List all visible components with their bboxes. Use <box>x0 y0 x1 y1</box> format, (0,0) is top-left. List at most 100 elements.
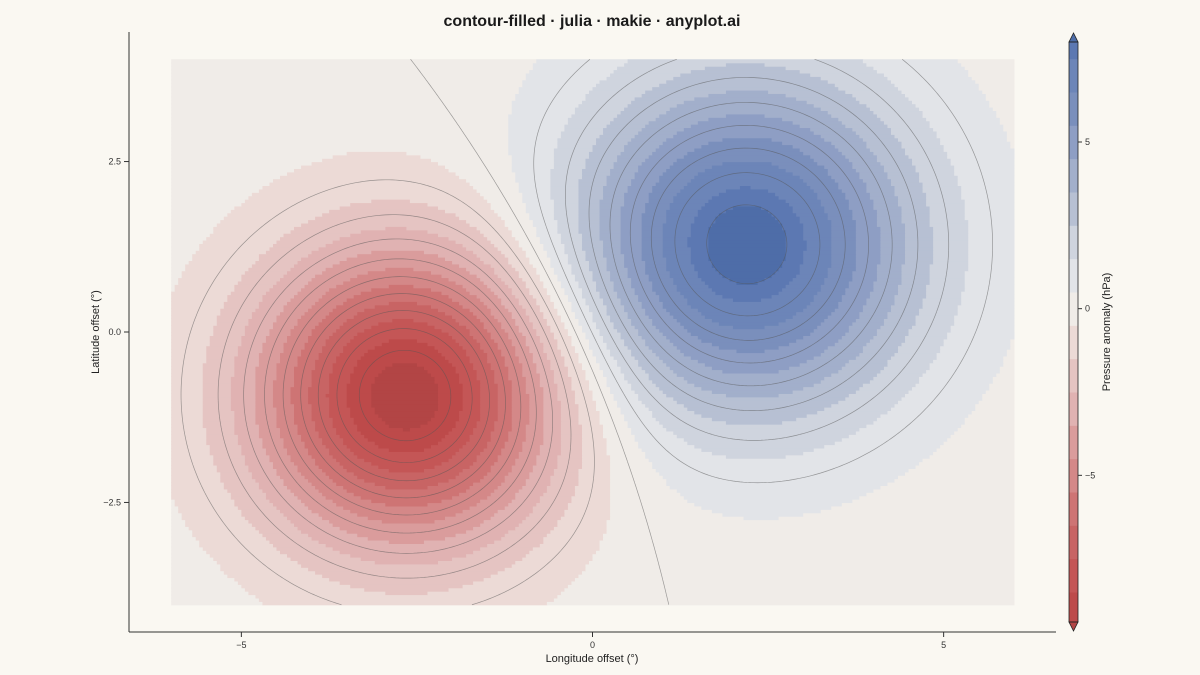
contour-cell <box>880 257 906 262</box>
contour-cell <box>564 325 583 330</box>
contour-cell <box>336 328 365 333</box>
contour-cell <box>308 338 327 343</box>
contour-cell <box>508 147 555 152</box>
contour-cell <box>708 284 787 289</box>
contour-cell <box>803 236 832 241</box>
contour-cell <box>529 260 551 265</box>
contour-cell <box>209 447 242 452</box>
contour-cell <box>462 509 499 514</box>
contour-cell <box>652 461 920 466</box>
contour-cell <box>466 441 488 446</box>
contour-cell <box>873 335 906 340</box>
contour-cell <box>171 413 204 418</box>
contour-cell <box>466 287 492 292</box>
contour-cell <box>725 420 783 425</box>
contour-cell <box>599 546 1015 551</box>
contour-cell <box>171 539 200 544</box>
contour-cell <box>272 321 299 326</box>
contour-cell <box>631 427 667 432</box>
contour-cell <box>785 93 853 98</box>
contour-cell <box>631 178 660 183</box>
contour-cell <box>525 553 594 558</box>
colorbar-band <box>1069 592 1078 623</box>
contour-cell <box>855 389 910 394</box>
contour-cell <box>936 134 1008 139</box>
contour-cell <box>220 311 253 316</box>
contour-cell <box>560 352 580 357</box>
contour-cell <box>641 229 664 234</box>
contour-cell <box>869 338 906 343</box>
contour-cell <box>476 226 509 231</box>
contour-cell <box>666 335 699 340</box>
contour-cell <box>866 301 896 306</box>
contour-cell <box>645 403 685 408</box>
contour-cell <box>455 239 492 244</box>
contour-cell <box>329 287 372 292</box>
contour-cell <box>592 393 615 398</box>
contour-cell <box>529 512 566 517</box>
contour-cell <box>701 205 734 210</box>
contour-cell <box>799 124 846 129</box>
contour-cell <box>578 195 604 200</box>
contour-cell <box>269 332 292 337</box>
contour-cell <box>971 410 1015 415</box>
contour-cell <box>329 383 348 388</box>
contour-cell <box>434 325 467 330</box>
contour-cell <box>353 417 383 422</box>
contour-cell <box>578 410 601 415</box>
contour-cell <box>901 277 931 282</box>
contour-cell <box>276 410 295 415</box>
contour-cell <box>883 164 917 169</box>
contour-cell <box>497 400 513 405</box>
contour-cell <box>824 349 864 354</box>
contour-cell <box>318 539 390 544</box>
contour-cell <box>880 233 906 238</box>
contour-cell <box>357 332 450 337</box>
contour-cell <box>199 543 274 548</box>
contour-cell <box>768 209 794 214</box>
contour-cell <box>241 202 351 207</box>
contour-cell <box>571 338 590 343</box>
contour-cell <box>230 386 257 391</box>
contour-cell <box>483 577 576 582</box>
contour-cell <box>581 168 611 173</box>
contour-cell <box>873 280 903 285</box>
contour-cell <box>315 420 334 425</box>
contour-cell <box>855 430 955 435</box>
contour-cell <box>648 345 678 350</box>
contour-cell <box>343 505 471 510</box>
contour-cell <box>915 464 1015 469</box>
contour-cell <box>287 447 309 452</box>
contour-cell <box>831 243 857 248</box>
contour-cell <box>883 318 917 323</box>
contour-cell <box>171 345 207 350</box>
contour-cell <box>392 362 418 367</box>
contour-cell <box>202 403 232 408</box>
contour-cell <box>532 352 548 357</box>
contour-cell <box>588 304 608 309</box>
contour-cell <box>480 417 499 422</box>
contour-cell <box>697 359 808 364</box>
contour-cell <box>855 267 878 272</box>
contour-cell <box>592 553 1015 558</box>
contour-cell <box>810 332 846 337</box>
contour-cell <box>641 161 674 166</box>
contour-cell <box>655 417 713 422</box>
contour-cell <box>785 284 822 289</box>
contour-cell <box>813 297 843 302</box>
contour-cell <box>641 304 664 309</box>
contour-cell <box>525 76 608 81</box>
contour-cell <box>901 212 931 217</box>
contour-cell <box>483 321 502 326</box>
contour-cell <box>725 62 766 67</box>
contour-cell <box>610 499 688 504</box>
contour-cell <box>248 464 274 469</box>
contour-cell <box>553 216 580 221</box>
contour-cell <box>859 352 896 357</box>
contour-cell <box>638 444 695 449</box>
contour-cell <box>357 311 446 316</box>
contour-cell <box>360 557 453 562</box>
contour-cell <box>869 291 899 296</box>
contour-cell <box>964 417 1015 422</box>
contour-cell <box>936 130 1008 135</box>
